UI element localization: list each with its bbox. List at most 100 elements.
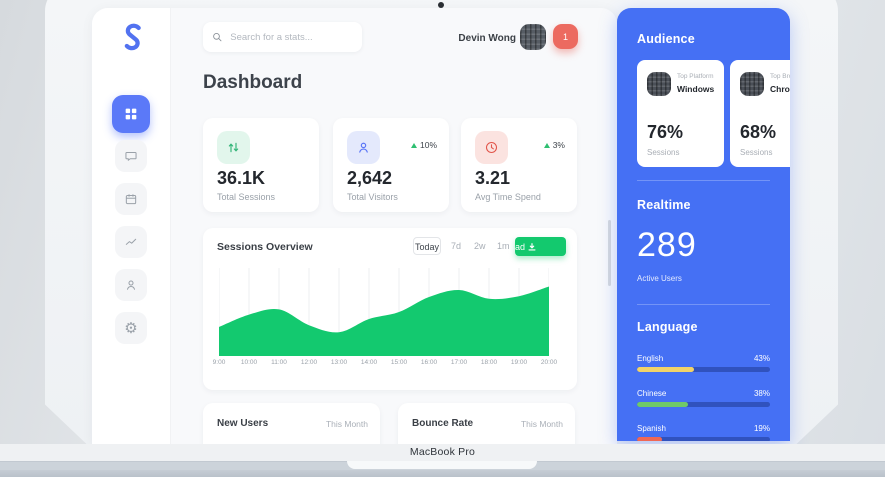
stat-value: 3.21	[475, 168, 511, 188]
x-tick-label: 17:00	[450, 359, 468, 366]
x-tick-label: 9:00	[212, 359, 226, 366]
x-tick-label: 15:00	[390, 359, 408, 366]
card-kicker: Top Platform	[677, 73, 714, 80]
card-title: Bounce Rate	[412, 418, 474, 429]
card-period: This Month	[325, 419, 368, 429]
webcam-dot	[438, 2, 444, 8]
download-button[interactable]: Download	[515, 237, 566, 256]
trend-up-icon	[410, 142, 417, 148]
grid-icon	[125, 108, 137, 120]
stat-label: Avg Time Spend	[475, 192, 541, 202]
progress-track	[637, 437, 770, 441]
trend-up-icon	[543, 142, 550, 148]
sidebar: ⚙	[92, 8, 171, 444]
x-tick-label: 13:00	[330, 359, 348, 366]
range-tab-today[interactable]: Today	[413, 237, 441, 255]
realtime-value: 289	[637, 226, 697, 264]
language-name: Spanish	[637, 424, 666, 433]
visitor-user-icon	[347, 131, 380, 164]
audience-title: Audience	[637, 32, 695, 46]
language-title: Language	[637, 320, 698, 334]
x-tick-label: 18:00	[480, 359, 498, 366]
divider	[637, 304, 770, 305]
notification-button[interactable]: 1	[553, 24, 578, 49]
platform-icon	[647, 72, 671, 96]
progress-track	[637, 402, 770, 407]
browser-icon	[740, 72, 764, 96]
card-value: 68%	[740, 122, 777, 142]
card-title: New Users	[217, 418, 269, 429]
x-tick-label: 20:00	[540, 359, 558, 366]
language-name: Chinese	[637, 389, 667, 398]
laptop-base-edge	[0, 470, 885, 477]
range-tab-7d[interactable]: 7d	[451, 241, 462, 251]
stat-card-avg-time[interactable]: 3% 3.21 Avg Time Spend	[461, 118, 577, 212]
stat-card-total-sessions[interactable]: 36.1K Total Sessions	[203, 118, 319, 212]
dashboard-window: ⚙ Devin Wong 1 Dashboard 36.1K Total Ses…	[92, 8, 617, 444]
audience-panel: Audience Top Platform Windows 76% Sessio…	[617, 8, 790, 441]
search-icon	[213, 33, 222, 42]
card-value: 76%	[647, 122, 684, 142]
trend-line-icon	[125, 238, 137, 245]
trend-value: 10%	[419, 140, 437, 150]
trend-badge: 10%	[410, 140, 437, 150]
stat-card-total-visitors[interactable]: 10% 2,642 Total Visitors	[333, 118, 449, 212]
sessions-overview-card: Sessions Overview Today 7d 2w 1m Downloa…	[203, 228, 577, 390]
stat-value: 36.1K	[217, 168, 266, 188]
card-period: This Month	[520, 419, 563, 429]
x-tick-label: 10:00	[240, 359, 258, 366]
sidebar-item-dashboard[interactable]	[112, 95, 150, 133]
x-tick-label: 11:00	[271, 359, 287, 366]
language-value: 43%	[753, 354, 770, 363]
x-tick-label: 12:00	[300, 359, 318, 366]
progress-fill	[637, 437, 663, 441]
bounce-rate-card[interactable]: Bounce Rate This Month	[398, 403, 575, 444]
lid-notch	[347, 461, 537, 469]
swap-arrows-icon	[217, 131, 250, 164]
clock-icon	[475, 131, 508, 164]
sidebar-item-messages[interactable]	[115, 140, 147, 172]
card-name: Windows	[677, 84, 715, 94]
x-tick-label: 16:00	[420, 359, 438, 366]
sessions-area-chart	[219, 268, 549, 356]
card-label: Sessions	[647, 148, 680, 157]
avatar[interactable]	[520, 24, 546, 50]
range-tab-2w[interactable]: 2w	[474, 241, 486, 251]
sidebar-item-users[interactable]	[115, 269, 147, 301]
language-name: English	[637, 354, 664, 363]
progress-fill	[637, 367, 695, 372]
sidebar-item-calendar[interactable]	[115, 183, 147, 215]
x-tick-label: 14:00	[360, 359, 378, 366]
top-browser-card[interactable]: Top Browser Chrome 68% Sessions	[730, 60, 790, 167]
card-kicker: Top Browser	[770, 73, 790, 80]
trend-badge: 3%	[543, 140, 565, 150]
realtime-title: Realtime	[637, 198, 691, 212]
card-name: Chrome	[770, 84, 790, 94]
x-axis-labels: 9:00 10:00 11:00 12:00 13:00 14:00 15:00 16:00 1…	[204, 359, 564, 366]
device-label: MacBook Pro	[409, 446, 476, 458]
new-users-card[interactable]: New Users This Month	[203, 403, 380, 444]
sidebar-item-analytics[interactable]	[115, 226, 147, 258]
stat-value: 2,642	[347, 168, 393, 188]
divider	[637, 180, 770, 181]
app-logo[interactable]	[92, 20, 170, 63]
page-title: Dashboard	[203, 72, 303, 93]
calendar-icon	[125, 194, 137, 205]
progress-fill	[637, 402, 688, 407]
chat-icon	[125, 151, 137, 161]
top-platform-card[interactable]: Top Platform Windows 76% Sessions	[637, 60, 724, 167]
range-tab-1m[interactable]: 1m	[497, 241, 510, 251]
download-icon	[528, 242, 536, 250]
stat-label: Total Sessions	[217, 192, 276, 202]
chart-title: Sessions Overview	[217, 241, 313, 253]
user-name: Devin Wong	[458, 33, 516, 44]
card-label: Sessions	[740, 148, 773, 157]
notification-count: 1	[562, 31, 568, 42]
progress-track	[637, 367, 770, 372]
language-value: 19%	[753, 424, 770, 433]
scrollbar[interactable]	[608, 220, 611, 286]
search-input[interactable]	[228, 30, 353, 44]
search-bar[interactable]	[203, 22, 362, 52]
sidebar-item-settings[interactable]: ⚙	[115, 312, 147, 344]
